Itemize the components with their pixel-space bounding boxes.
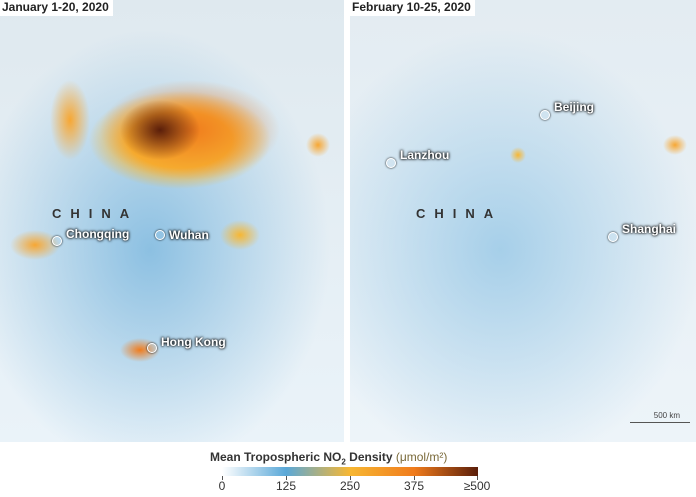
city-label: Wuhan [169,228,209,242]
color-scale-bar [222,467,478,476]
legend-title: Mean Tropospheric NO2 Density (μmol/m²) [210,450,447,466]
country-label: CHINA [52,206,139,221]
city-label: Shanghai [622,222,677,236]
city-marker-icon [540,110,550,120]
no2-density-map [350,0,696,442]
tick-label: 375 [403,479,425,493]
legend-title-suffix: Density [345,450,393,464]
tick-label: 125 [275,479,297,493]
map-panel-january: January 1-20, 2020 CHINA Chongqing Wuhan… [0,0,344,442]
tick [414,476,415,480]
no2-density-map [0,0,344,442]
panel-title: January 1-20, 2020 [0,0,113,16]
scale-bar: 500 km [630,411,690,423]
color-legend: Mean Tropospheric NO2 Density (μmol/m²) … [0,442,696,497]
tick [477,476,478,480]
city-beijing: Beijing [540,94,594,120]
city-lanzhou: Lanzhou [386,142,449,168]
legend-subscript: 2 [341,457,346,467]
city-shanghai: Shanghai [608,216,676,242]
city-wuhan: Wuhan [155,228,209,242]
tick [222,476,223,480]
scale-label: 500 km [653,411,680,420]
panel-title: February 10-25, 2020 [350,0,475,16]
legend-units: (μmol/m²) [395,450,448,464]
city-chongqing: Chongqing [52,227,129,246]
city-marker-icon [386,158,396,168]
map-panel-february: February 10-25, 2020 CHINA Beijing Lanzh… [350,0,696,442]
city-label: Lanzhou [400,148,450,162]
country-label: CHINA [416,206,503,221]
tick-label: ≥500 [463,479,491,493]
city-hong-kong: Hong Kong [147,335,226,353]
city-marker-icon [147,343,157,353]
tick [350,476,351,480]
city-marker-icon [608,232,618,242]
city-label: Chongqing [66,227,130,241]
city-label: Hong Kong [161,335,226,349]
legend-title-text: Mean Tropospheric NO [210,450,342,464]
city-marker-icon [155,230,165,240]
tick [286,476,287,480]
tick-label: 250 [339,479,361,493]
city-label: Beijing [554,100,595,114]
tick-label: 0 [218,479,226,493]
city-marker-icon [52,236,62,246]
